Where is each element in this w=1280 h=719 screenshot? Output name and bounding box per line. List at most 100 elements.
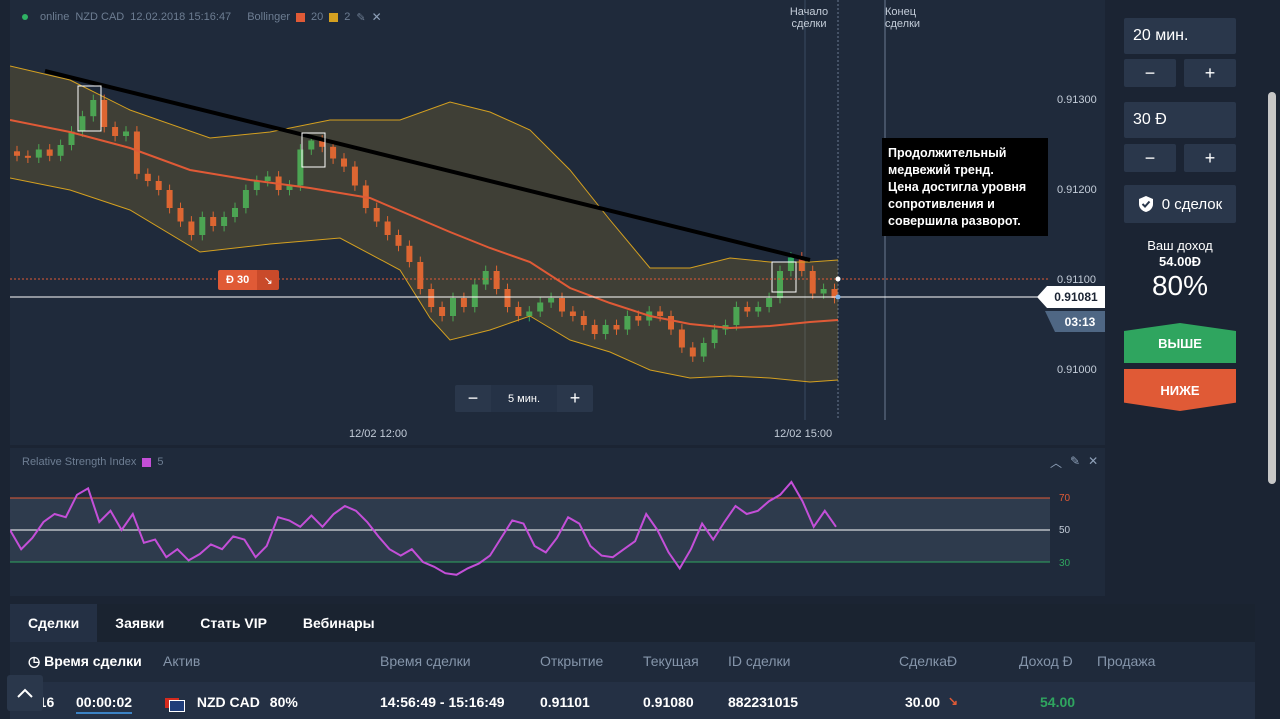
row-elapsed: 00:00:02 [76, 694, 133, 714]
candle-body [668, 316, 674, 330]
candle-body [787, 257, 794, 271]
arrow-down-right-icon: ↘ [257, 270, 280, 290]
higher-button[interactable]: ВЫШЕ [1124, 323, 1236, 363]
col-deal-time[interactable]: Время сделки [380, 653, 471, 669]
amount-field[interactable]: 30 Đ [1124, 102, 1236, 138]
duration-plus-button[interactable]: + [1184, 59, 1236, 87]
amount-plus-button[interactable]: + [1184, 144, 1236, 172]
tab-webinars[interactable]: Вебинары [302, 615, 375, 631]
open-trade-tag[interactable]: Đ 30 ↘ [218, 270, 280, 290]
candle-body [569, 311, 576, 316]
close-icon[interactable]: ✕ [1088, 454, 1099, 468]
pencil-icon[interactable]: ✎ [356, 11, 366, 24]
flag-icon [165, 698, 185, 713]
candle-body [406, 245, 413, 262]
pencil-icon[interactable]: ✎ [1070, 454, 1081, 468]
candle-body [689, 347, 696, 357]
candle-body [700, 343, 707, 357]
rsi-color-swatch [142, 457, 152, 467]
payout-percent: 80% [1151, 270, 1209, 301]
deal-start-line2: сделки [791, 18, 827, 30]
col-time[interactable]: ◷ Время сделки [28, 653, 142, 670]
page-scrollbar[interactable] [1268, 92, 1276, 484]
time-axis-label-1: 12/02 12:00 [349, 428, 408, 440]
rsi-header: Relative Strength Index 5 [22, 456, 163, 468]
candle-body [613, 325, 620, 330]
col-deal[interactable]: СделкаĐ [899, 653, 958, 669]
tab-vip[interactable]: Стать VIP [200, 615, 267, 631]
candle-body [450, 298, 456, 316]
tab-orders[interactable]: Заявки [115, 615, 165, 631]
col-open[interactable]: Открытие [540, 653, 604, 669]
price-tick-1: 0.91300 [1057, 94, 1097, 106]
candle-body [460, 298, 467, 307]
timeframe-minus-button[interactable]: − [467, 388, 479, 408]
indicator-deviation: 2 [344, 11, 351, 23]
deals-count-button[interactable]: 0 сделок [1124, 185, 1236, 223]
table-row[interactable]: :16 00:00:02 NZD CAD 80% 14:56:49 - 15:1… [10, 682, 1255, 719]
candle-body [253, 181, 260, 190]
asset-name: NZD CAD [75, 11, 125, 23]
bollinger-middle-line [9, 119, 839, 330]
row-asset: NZD CAD 80% [165, 694, 298, 713]
timeframe-value[interactable]: 5 мин. [491, 385, 557, 412]
chart-canvas[interactable] [9, 0, 1105, 445]
candle-body [123, 131, 129, 136]
candle-body [373, 208, 380, 222]
candle-body [798, 257, 805, 271]
price-tick-2: 0.91200 [1057, 184, 1097, 196]
candle-body [471, 284, 478, 307]
candle-body [493, 271, 500, 289]
candle-body [777, 271, 783, 298]
row-id: 882231015 [728, 694, 799, 710]
candle-body [210, 217, 217, 226]
col-current[interactable]: Текущая [643, 653, 699, 669]
candle-body [14, 151, 20, 156]
scroll-up-button[interactable] [7, 675, 43, 711]
chart-header: online NZD CAD 12.02.2018 15:16:47 Bolli… [22, 10, 382, 24]
candle-body [57, 145, 64, 156]
close-icon[interactable]: ✕ [371, 10, 382, 24]
price-tick-4: 0.91000 [1057, 364, 1097, 376]
rsi-title: Relative Strength Index [22, 456, 137, 468]
col-asset[interactable]: Актив [163, 653, 201, 669]
online-status-text: online [40, 11, 70, 23]
lower-button[interactable]: НИЖЕ [1124, 369, 1236, 411]
candle-body [351, 166, 358, 186]
row-open: 0.91101 [540, 694, 590, 710]
candle-body [68, 131, 75, 145]
rsi-level-70: 70 [1059, 493, 1071, 504]
col-time-label: Время сделки [44, 653, 142, 669]
highlight-box-2 [301, 132, 326, 168]
candle-body [101, 100, 108, 127]
amount-minus-button[interactable]: − [1124, 144, 1176, 172]
rsi-controls: ︿ ✎ ✕ [1050, 454, 1098, 471]
candle-body [635, 316, 642, 321]
current-price-dot [835, 294, 841, 300]
row-current: 0.91080 [643, 694, 694, 710]
col-sell[interactable]: Продажа [1097, 653, 1156, 669]
deal-end-label: Конец сделки [885, 6, 935, 30]
tab-deals[interactable]: Сделки [10, 604, 98, 642]
duration-field[interactable]: 20 мин. [1124, 18, 1236, 54]
col-income[interactable]: Доход Đ [1019, 653, 1073, 669]
clock-icon: ◷ [28, 653, 41, 669]
deal-end-line2: сделки [885, 18, 921, 30]
current-price-label: 0.91081 [1037, 286, 1105, 308]
deal-end-line1: Конец [885, 6, 917, 18]
timeframe-plus-button[interactable]: + [569, 388, 581, 408]
indicator-name[interactable]: Bollinger [247, 11, 290, 23]
candle-body [112, 127, 119, 136]
annotation-line-3: Цена достигла уровня [888, 180, 1027, 194]
resistance-trendline [44, 69, 811, 262]
chevron-up-icon[interactable]: ︿ [1050, 456, 1063, 470]
candle-body [537, 302, 544, 312]
duration-minus-button[interactable]: − [1124, 59, 1176, 87]
annotation-line-2: медвежий тренд. [888, 163, 994, 177]
rsi-panel[interactable] [9, 448, 1105, 596]
col-id[interactable]: ID сделки [728, 653, 791, 669]
candle-body [428, 289, 435, 307]
candle-body [384, 221, 391, 235]
candle-body [678, 329, 685, 348]
